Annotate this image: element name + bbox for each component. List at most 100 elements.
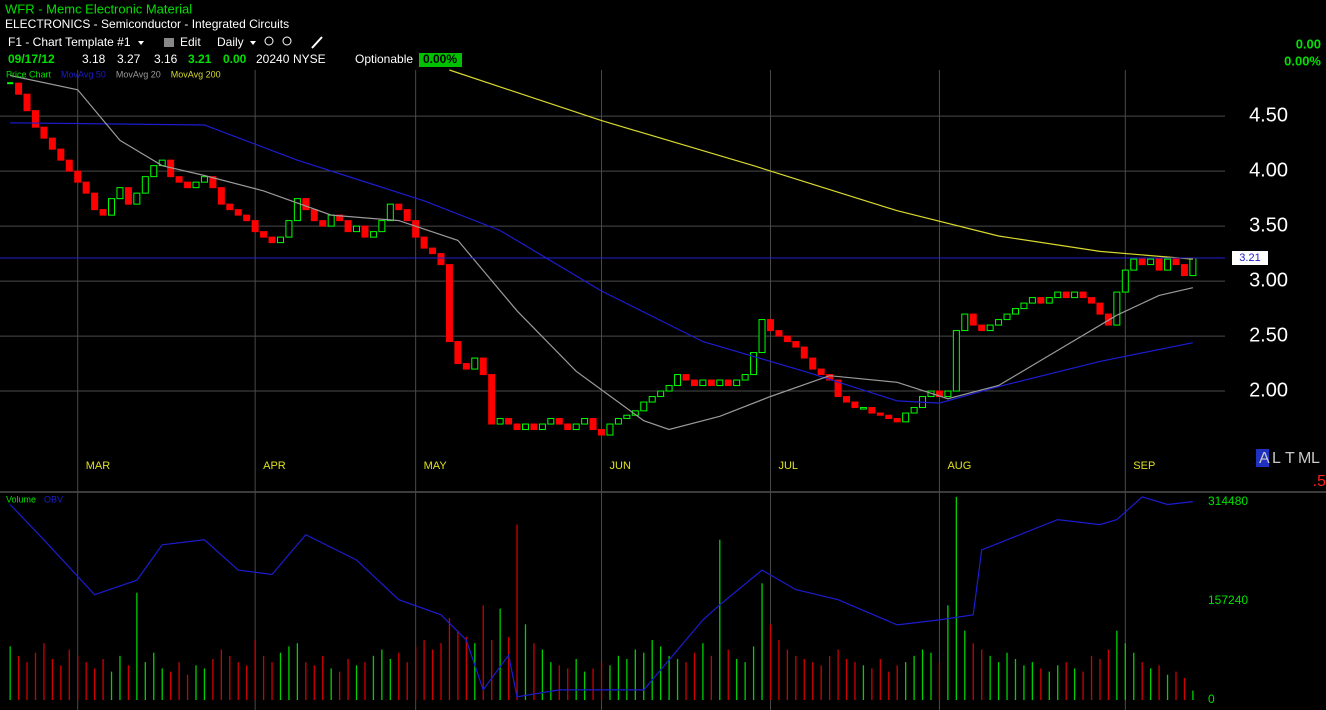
candle — [150, 165, 158, 178]
candle — [369, 231, 377, 238]
candle — [23, 93, 31, 112]
candle — [1062, 291, 1070, 299]
candle — [876, 412, 884, 416]
template-menu[interactable]: F1 - Chart Template #1 — [8, 35, 131, 49]
candle — [1020, 302, 1028, 310]
candle — [141, 176, 149, 194]
candle — [1172, 258, 1180, 266]
tab-letter[interactable]: M — [1298, 450, 1311, 467]
candle — [614, 418, 622, 425]
tab-letter[interactable]: L — [1311, 450, 1320, 467]
candle — [48, 137, 56, 150]
candle — [834, 379, 842, 398]
candle — [251, 220, 259, 233]
legend-entry: Price Chart — [6, 69, 52, 79]
candle — [268, 236, 276, 244]
quote-date: 09/17/12 — [8, 52, 55, 66]
edit-icon — [164, 38, 174, 47]
y-tick-label: 4.00 — [1249, 159, 1288, 181]
period-menu[interactable]: Daily — [217, 35, 244, 49]
candle — [386, 203, 394, 222]
candle — [344, 220, 352, 233]
candle — [361, 225, 369, 238]
current-price-box — [1232, 251, 1268, 266]
y-tick-label: 4.50 — [1249, 104, 1288, 126]
candle — [1088, 297, 1096, 304]
candle — [1028, 297, 1036, 304]
candle — [741, 374, 749, 381]
candle — [40, 126, 48, 139]
candle — [124, 187, 132, 205]
candle — [99, 209, 107, 216]
x-tick-label: AUG — [947, 460, 971, 472]
candle — [606, 423, 614, 436]
obv-line — [9, 496, 1193, 698]
candle — [336, 214, 344, 222]
tab-letter[interactable]: A — [1259, 450, 1270, 467]
candle — [133, 192, 141, 205]
candle — [1189, 257, 1197, 277]
candle — [462, 363, 470, 370]
change-pct: 0.00% — [423, 52, 457, 66]
candle — [648, 396, 656, 403]
candle — [952, 330, 960, 392]
candle — [530, 423, 538, 431]
candle — [217, 187, 225, 205]
candle — [234, 209, 242, 216]
draw-icon[interactable] — [311, 36, 323, 49]
legend-entry: MovAvg 20 — [116, 69, 161, 79]
candle — [1045, 297, 1053, 304]
quote-last: 3.21 — [188, 52, 212, 66]
tab-letter[interactable]: T — [1285, 450, 1295, 467]
candle — [488, 374, 496, 425]
quote-volume: 20240 — [256, 52, 290, 66]
candle — [1138, 258, 1146, 266]
dropdown-icon — [250, 41, 256, 45]
candle — [31, 110, 39, 128]
candle — [792, 341, 800, 348]
candle — [944, 390, 952, 398]
candle — [116, 187, 124, 200]
x-tick-label: JUN — [610, 460, 631, 472]
candle — [403, 209, 411, 222]
edit-button[interactable]: Edit — [180, 35, 201, 49]
candle — [1054, 291, 1062, 299]
moving-average — [449, 69, 1193, 260]
candle — [640, 401, 648, 412]
right-change: 0.00 — [1296, 36, 1321, 51]
candle — [733, 379, 741, 387]
candle — [327, 214, 335, 227]
y-tick-label: 2.00 — [1249, 379, 1288, 401]
candle — [260, 231, 268, 238]
x-tick-label: JUL — [778, 460, 798, 472]
candle — [538, 423, 546, 431]
candle — [665, 385, 673, 392]
candle — [1096, 302, 1104, 315]
x-tick-label: MAY — [424, 460, 448, 472]
x-tick-label: MAR — [86, 460, 111, 472]
candle — [471, 357, 479, 370]
candle — [1164, 258, 1172, 271]
candle — [184, 181, 192, 189]
candle — [7, 82, 14, 85]
candle — [521, 423, 529, 431]
candle — [175, 176, 183, 183]
zoom-out-icon[interactable] — [282, 36, 292, 46]
fragment: .5 — [1313, 473, 1326, 490]
tab-letter[interactable]: L — [1272, 450, 1281, 467]
candle — [285, 220, 293, 238]
candle — [817, 368, 825, 376]
candle — [859, 407, 867, 410]
candle — [902, 412, 910, 423]
zoom-in-icon[interactable] — [264, 36, 274, 46]
candle — [310, 209, 318, 222]
candle — [699, 379, 707, 387]
candle — [1113, 291, 1121, 326]
candle — [479, 357, 487, 376]
candle — [1121, 269, 1129, 293]
candle — [724, 379, 732, 387]
candle — [986, 324, 994, 332]
